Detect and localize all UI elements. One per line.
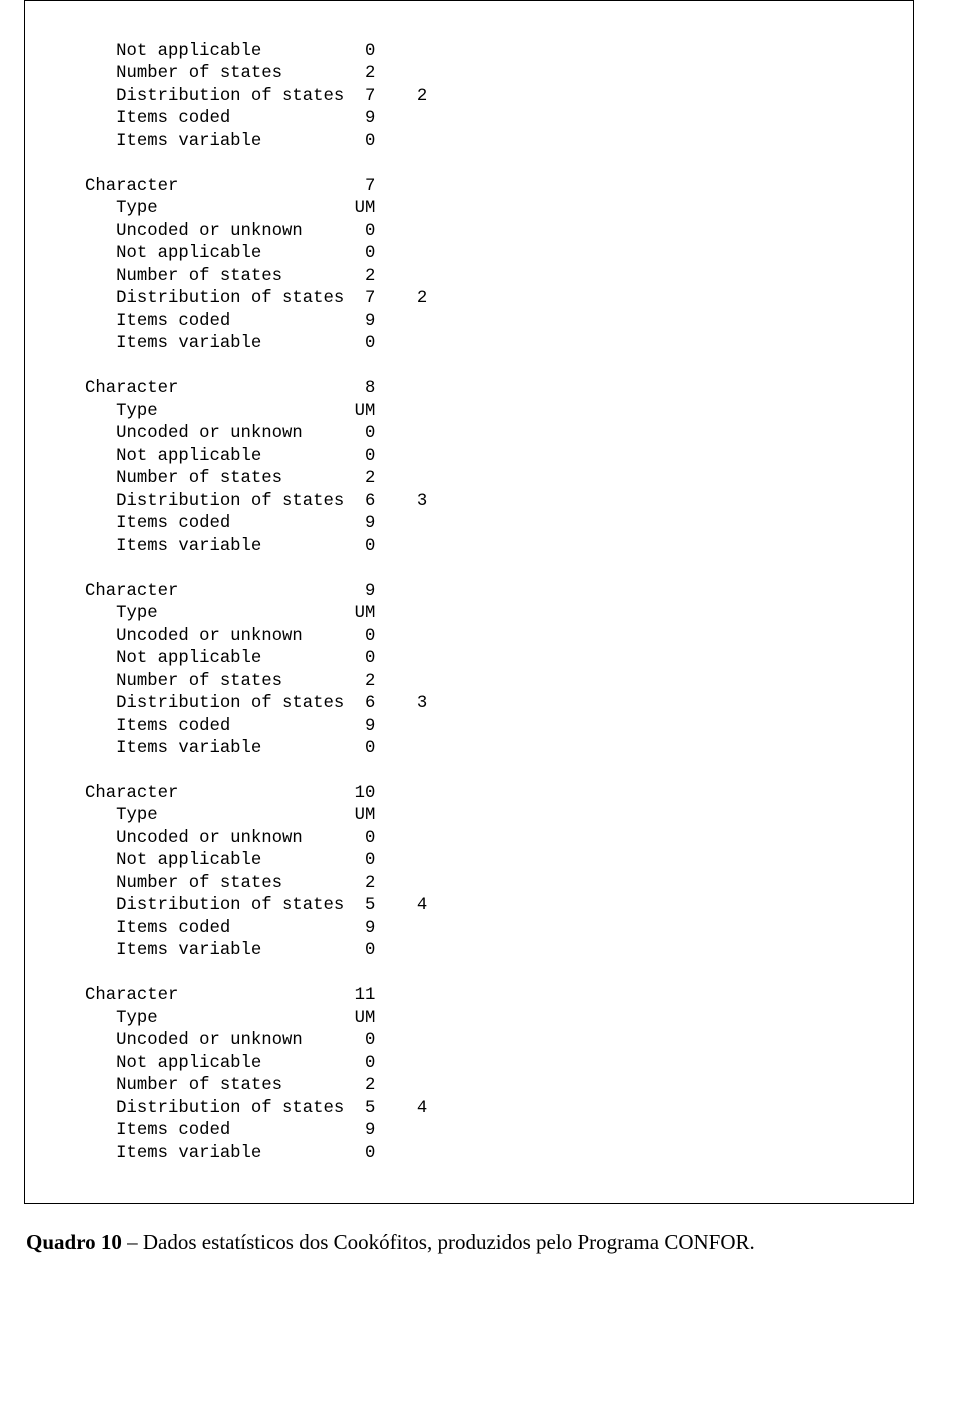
caption-bold: Quadro 10	[26, 1230, 122, 1254]
monospace-report: Not applicable 0 Number of states 2 Dist…	[85, 41, 873, 1165]
caption: Quadro 10 – Dados estatísticos dos Cookó…	[26, 1230, 936, 1255]
page: Not applicable 0 Number of states 2 Dist…	[0, 0, 960, 1275]
data-frame: Not applicable 0 Number of states 2 Dist…	[24, 0, 914, 1204]
caption-rest: – Dados estatísticos dos Cookófitos, pro…	[122, 1230, 755, 1254]
